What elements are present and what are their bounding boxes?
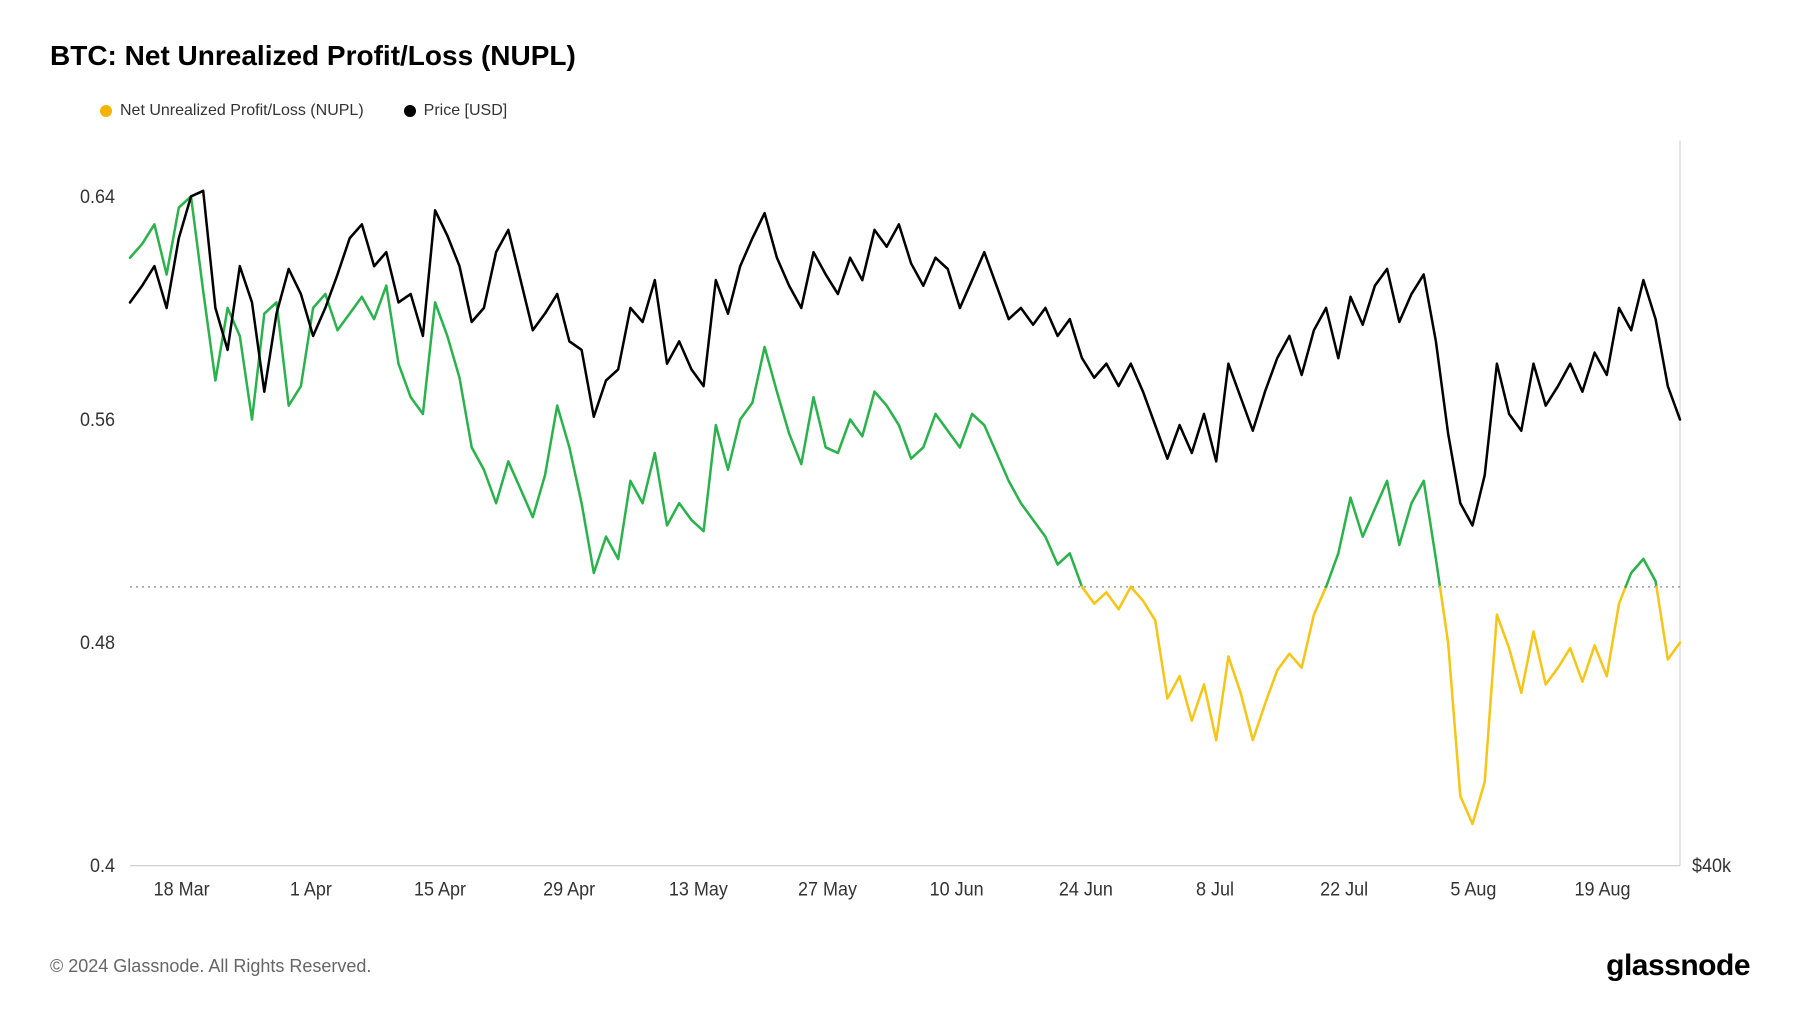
- svg-text:27 May: 27 May: [798, 878, 858, 900]
- svg-text:18 Mar: 18 Mar: [154, 878, 210, 900]
- legend-item-price[interactable]: Price [USD]: [404, 102, 508, 120]
- svg-text:0.4: 0.4: [90, 855, 115, 877]
- legend-dot-nupl: [100, 105, 112, 117]
- chart-title: BTC: Net Unrealized Profit/Loss (NUPL): [50, 40, 1750, 72]
- svg-text:10 Jun: 10 Jun: [930, 878, 984, 900]
- copyright-text: © 2024 Glassnode. All Rights Reserved.: [50, 956, 371, 977]
- svg-text:8 Jul: 8 Jul: [1196, 878, 1234, 900]
- svg-text:15 Apr: 15 Apr: [414, 878, 466, 900]
- legend-dot-price: [404, 105, 416, 117]
- svg-text:1 Apr: 1 Apr: [290, 878, 332, 900]
- svg-text:22 Jul: 22 Jul: [1320, 878, 1368, 900]
- footer: © 2024 Glassnode. All Rights Reserved. g…: [50, 949, 1750, 983]
- legend: Net Unrealized Profit/Loss (NUPL) Price …: [100, 102, 1750, 120]
- legend-label-price: Price [USD]: [424, 102, 508, 120]
- chart-container: BTC: Net Unrealized Profit/Loss (NUPL) N…: [0, 0, 1800, 1013]
- brand-logo: glassnode: [1606, 949, 1750, 983]
- legend-label-nupl: Net Unrealized Profit/Loss (NUPL): [120, 102, 364, 120]
- svg-text:24 Jun: 24 Jun: [1059, 878, 1113, 900]
- svg-text:$40k: $40k: [1692, 855, 1732, 877]
- svg-text:0.64: 0.64: [80, 185, 115, 207]
- legend-item-nupl[interactable]: Net Unrealized Profit/Loss (NUPL): [100, 102, 364, 120]
- chart-svg: 0.4 0.48 0.56 0.64 18 Mar 1 Apr 15 Apr 29 Apr 13…: [50, 130, 1750, 919]
- svg-text:5 Aug: 5 Aug: [1450, 878, 1496, 900]
- chart-plot-area[interactable]: 0.4 0.48 0.56 0.64 18 Mar 1 Apr 15 Apr 29 Apr 13…: [50, 130, 1750, 919]
- svg-text:29 Apr: 29 Apr: [543, 878, 595, 900]
- svg-text:19 Aug: 19 Aug: [1574, 878, 1630, 900]
- svg-text:0.48: 0.48: [80, 631, 115, 653]
- svg-text:0.56: 0.56: [80, 408, 115, 430]
- svg-text:13 May: 13 May: [669, 878, 729, 900]
